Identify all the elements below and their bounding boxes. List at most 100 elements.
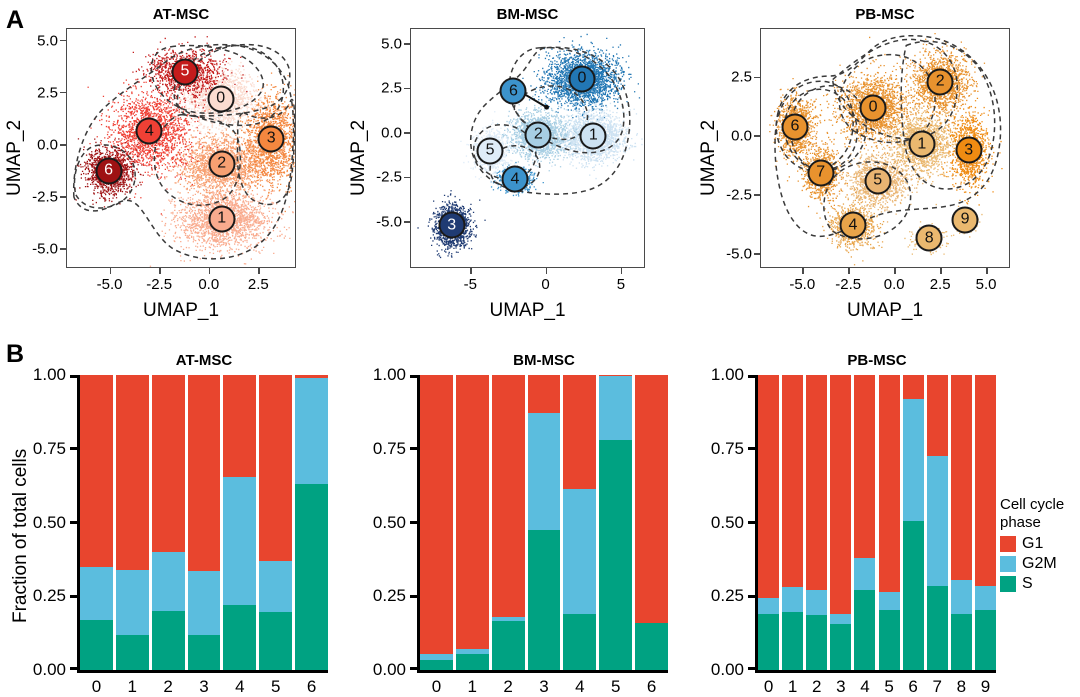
- bar-segment-G1: [491, 375, 525, 617]
- bar-column-9[interactable]: [974, 375, 996, 670]
- cluster-badge-0[interactable]: 0: [207, 85, 235, 113]
- y-tickmark: [754, 253, 760, 255]
- cluster-boundary-5: [153, 113, 242, 206]
- legend-entry-g2m[interactable]: G2M: [1000, 555, 1064, 573]
- bar-column-6[interactable]: [295, 375, 328, 670]
- cluster-badge-1[interactable]: 1: [208, 205, 236, 233]
- bar-x-tick-label: 8: [956, 677, 967, 696]
- bar-y-tickmark: [748, 447, 755, 451]
- cluster-badge-1[interactable]: 1: [579, 122, 607, 150]
- cluster-badge-2[interactable]: 2: [926, 68, 954, 96]
- legend-entry-s[interactable]: S: [1000, 575, 1064, 593]
- bar-column-2[interactable]: [491, 375, 525, 670]
- bar-segment-S: [563, 613, 597, 670]
- cluster-badge-2[interactable]: 2: [524, 121, 552, 149]
- bar-segment-S: [151, 611, 185, 670]
- cell-cycle-legend: Cell cycle phase G1 G2M S: [1000, 496, 1064, 593]
- bar-column-4[interactable]: [854, 375, 876, 670]
- bar-segment-G2M: [974, 585, 996, 610]
- y-tickmark: [404, 220, 410, 223]
- cluster-badge-5[interactable]: 5: [171, 58, 199, 86]
- x-tickmark: [159, 268, 161, 274]
- bar-segment-G1: [902, 375, 924, 399]
- umap-plot-bm-msc: BM-MSC 0 1 2 3 4 5 6 -5 0 5 5.0 2.5 0.0 -2.5 -5.0 UMAP_1…: [0, 0, 1080, 330]
- bar-column-1[interactable]: [455, 375, 489, 670]
- cluster-badge-0[interactable]: 0: [859, 94, 887, 122]
- bar-segment-S: [223, 605, 257, 670]
- bar-column-2[interactable]: [806, 375, 828, 670]
- bar-segment-S: [806, 615, 828, 670]
- bar-segment-G1: [420, 375, 453, 654]
- bar-column-8[interactable]: [950, 375, 972, 670]
- bar-column-6[interactable]: [635, 375, 668, 670]
- cluster-badge-3[interactable]: 3: [955, 136, 983, 164]
- bar-segment-G2M: [115, 569, 149, 635]
- bar-column-1[interactable]: [782, 375, 804, 670]
- bar-column-5[interactable]: [878, 375, 900, 670]
- bar-segment-S: [758, 613, 780, 670]
- cluster-badge-7[interactable]: 7: [807, 159, 835, 187]
- legend-entry-g1[interactable]: G1: [1000, 535, 1064, 553]
- cluster-boundary-6: [73, 144, 136, 209]
- cluster-badge-5[interactable]: 5: [476, 137, 504, 165]
- bar-column-0[interactable]: [80, 375, 113, 670]
- bar-column-5[interactable]: [599, 375, 633, 670]
- bar-column-0[interactable]: [758, 375, 780, 670]
- bar-column-7[interactable]: [926, 375, 948, 670]
- cluster-badge-4[interactable]: 4: [839, 211, 867, 239]
- x-tickmark: [940, 268, 942, 274]
- cluster-badge-3[interactable]: 3: [257, 125, 285, 153]
- bar-column-3[interactable]: [187, 375, 221, 670]
- bar-column-5[interactable]: [259, 375, 293, 670]
- bar-x-tick-label: 3: [539, 677, 549, 696]
- bar-column-4[interactable]: [563, 375, 597, 670]
- bar-column-3[interactable]: [527, 375, 561, 670]
- bar-x-tick-label: 1: [127, 677, 138, 696]
- bar-x-tick-label: 7: [932, 677, 942, 696]
- bar-segment-S: [830, 624, 852, 670]
- bar-y-tickmark: [410, 447, 417, 451]
- cluster-badge-0[interactable]: 0: [568, 65, 596, 93]
- x-tickmark: [986, 268, 988, 274]
- bar-y-tickmark: [70, 521, 77, 524]
- x-tickmark: [848, 268, 850, 274]
- bar-column-2[interactable]: [151, 375, 185, 670]
- bar-segment-G2M: [527, 413, 561, 530]
- x-tickmark: [208, 268, 211, 274]
- bar-segment-G1: [295, 375, 328, 378]
- cluster-badge-5[interactable]: 5: [864, 167, 892, 195]
- cluster-badge-4[interactable]: 4: [501, 165, 529, 193]
- cluster-badge-2[interactable]: 2: [208, 150, 236, 178]
- y-tick-label: 0.0: [37, 136, 58, 154]
- cluster-badge-1[interactable]: 1: [908, 130, 936, 158]
- bar-segment-S: [80, 619, 113, 670]
- bar-x-axis-line: [77, 670, 328, 673]
- bar-segment-G2M: [295, 377, 328, 485]
- bar-column-4[interactable]: [223, 375, 257, 670]
- bar-x-tick-label: 0: [431, 677, 442, 696]
- bar-segment-G1: [974, 375, 996, 586]
- cluster-badge-9[interactable]: 9: [951, 206, 979, 234]
- bar-column-1[interactable]: [115, 375, 149, 670]
- bar-x-tick-label: 5: [270, 677, 281, 696]
- bar-y-tick-label: 0.50: [372, 512, 406, 532]
- bar-column-6[interactable]: [902, 375, 924, 670]
- cluster-badge-6[interactable]: 6: [781, 113, 809, 141]
- y-tickmark: [754, 194, 760, 196]
- cluster-badge-8[interactable]: 8: [915, 224, 943, 252]
- bar-column-0[interactable]: [420, 375, 453, 670]
- bar-x-tick-label: 0: [763, 677, 774, 696]
- y-tickmark: [60, 39, 66, 42]
- cluster-badge-3[interactable]: 3: [438, 211, 466, 239]
- bar-column-3[interactable]: [830, 375, 852, 670]
- cluster-badge-6[interactable]: 6: [499, 77, 527, 105]
- cluster-badge-4[interactable]: 4: [135, 117, 163, 145]
- y-tickmark: [60, 91, 66, 94]
- x-tick-label: 0: [541, 276, 550, 293]
- cluster-badge-6[interactable]: 6: [95, 157, 123, 185]
- x-tickmark: [470, 268, 472, 274]
